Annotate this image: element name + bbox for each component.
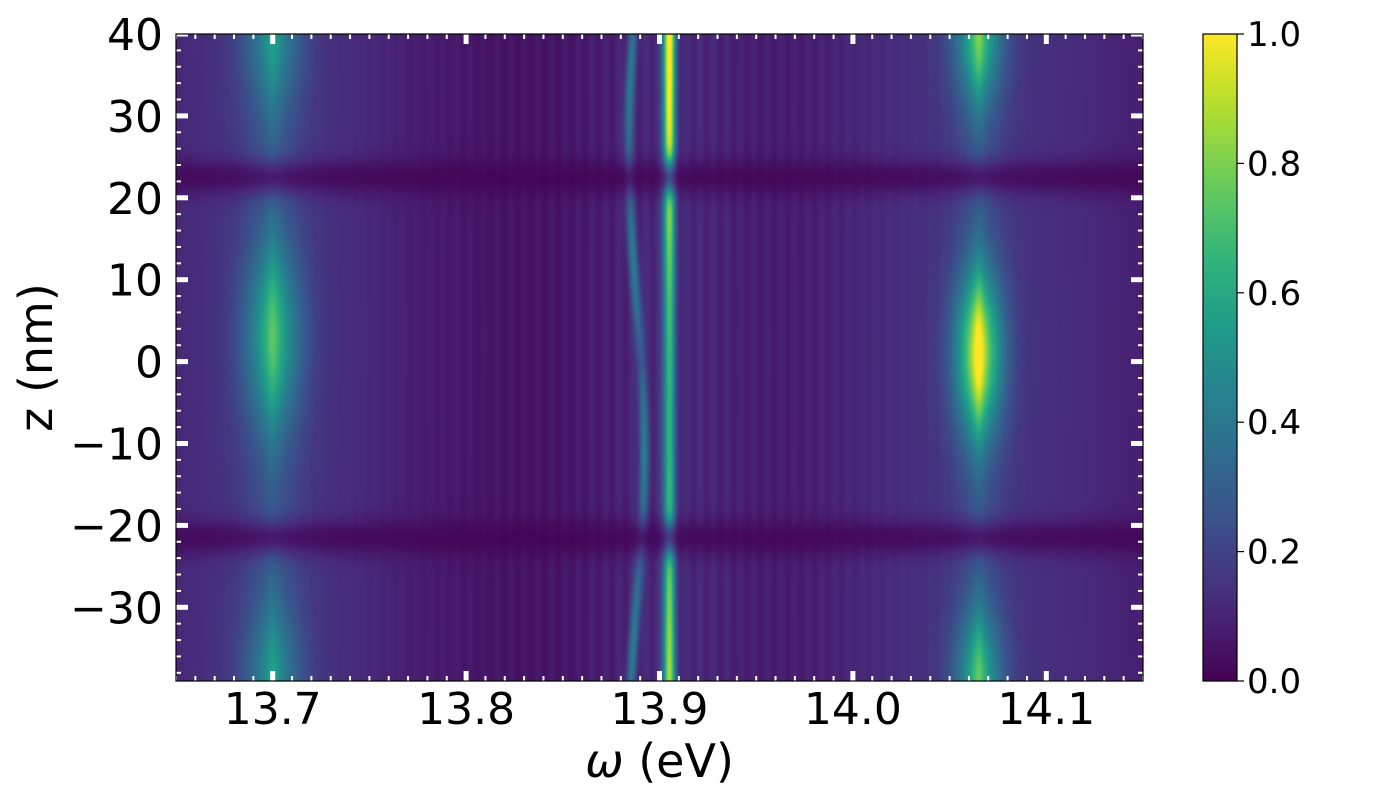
heatmap-raster <box>176 34 1143 681</box>
heatmap-image <box>176 34 1143 681</box>
x-axis-ticks: 13.7 13.8 13.9 14.0 14.1 <box>224 684 1096 735</box>
colorbar <box>1202 33 1238 682</box>
x-axis-label-symbol: ω <box>585 734 624 788</box>
x-tick-label: 14.1 <box>997 684 1095 735</box>
y-axis-ticks: 40 30 20 10 0 −10 −20 −30 <box>70 10 163 634</box>
colorbar-tick-label: 0.6 <box>1247 274 1301 314</box>
x-axis-label-unit: (eV) <box>638 734 734 788</box>
colorbar-tick-label: 0.8 <box>1247 144 1301 184</box>
y-tick-label: −10 <box>70 419 163 470</box>
colorbar-tick-label: 0.4 <box>1247 403 1301 443</box>
y-tick-label: 30 <box>107 92 163 143</box>
colorbar-ticks: 0.0 0.2 0.4 0.6 0.8 1.0 <box>1237 15 1301 702</box>
plot-frame <box>175 33 1144 682</box>
x-axis-label: ω (eV) <box>585 734 734 788</box>
plot-minor-ticks <box>175 31 1144 681</box>
y-tick-label: −20 <box>70 501 163 552</box>
y-tick-label: 40 <box>107 10 163 61</box>
x-tick-label: 14.0 <box>804 684 902 735</box>
colorbar-tick-label: 1.0 <box>1247 15 1301 55</box>
y-tick-label: 0 <box>135 338 163 389</box>
x-tick-label: 13.7 <box>224 684 322 735</box>
x-tick-label: 13.9 <box>611 684 709 735</box>
x-tick-label: 13.8 <box>417 684 515 735</box>
y-tick-label: 20 <box>107 174 163 225</box>
y-axis-label: z (nm) <box>9 283 63 432</box>
y-tick-label: 10 <box>107 256 163 307</box>
colorbar-tick-label: 0.0 <box>1247 662 1301 702</box>
colorbar-tick-label: 0.2 <box>1247 533 1301 573</box>
y-tick-label: −30 <box>70 583 163 634</box>
